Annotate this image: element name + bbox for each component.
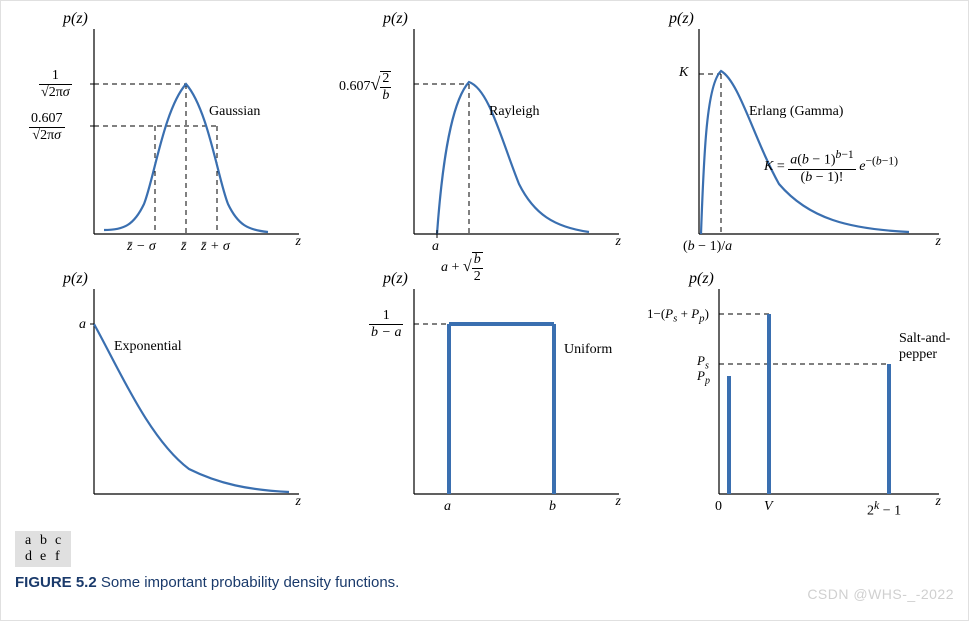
y-axis-label: p(z) — [383, 270, 408, 288]
gaussian-xtick2: z̄ — [181, 239, 186, 255]
exponential-ytick: a — [79, 317, 86, 333]
uniform-ytick: 1b − a — [369, 309, 403, 340]
uniform-xtick-b: b — [549, 499, 556, 515]
erlang-formula: K = a(b − 1)b−1(b − 1)! e−(b−1) — [764, 149, 898, 185]
gaussian-ytick2: 0.607√2πσ — [29, 112, 65, 143]
gaussian-xtick1: z̄ − σ — [127, 239, 156, 255]
y-axis-label: p(z) — [689, 270, 714, 288]
sp-ytick3: Pp — [697, 368, 710, 387]
rayleigh-xtick-a: a — [432, 239, 439, 255]
chart-grid: p(z) z 1√2πσ 0.607√2πσ z̄ − σ z̄ z̄ + σ … — [1, 1, 968, 529]
panel-label: d — [21, 549, 36, 565]
erlang-svg — [649, 9, 969, 269]
x-axis-label: z — [936, 234, 941, 250]
x-axis-label: z — [616, 234, 621, 250]
panel-erlang: p(z) z K (b − 1)/a Erlang (Gamma) K = a(… — [649, 9, 969, 269]
erlang-ytick: K — [679, 65, 688, 81]
panel-label: f — [51, 549, 65, 565]
gaussian-xtick3: z̄ + σ — [201, 239, 230, 255]
erlang-xtick: (b − 1)/a — [683, 239, 732, 255]
panel-salt-pepper: p(z) z 1−(Ps + Pp) Ps Pp 0 V 2k − 1 Salt… — [649, 269, 969, 529]
sp-title: Salt-and-pepper — [899, 331, 950, 363]
watermark: CSDN @WHS-_-2022 — [807, 586, 954, 602]
sp-ytick1: 1−(Ps + Pp) — [647, 306, 709, 325]
figure-footer: abc def FIGURE 5.2 Some important probab… — [1, 529, 968, 593]
x-axis-label: z — [616, 494, 621, 510]
x-axis-label: z — [936, 494, 941, 510]
erlang-title: Erlang (Gamma) — [749, 104, 843, 120]
gaussian-ytick1: 1√2πσ — [39, 69, 72, 100]
panel-exponential: p(z) z a Exponential — [9, 269, 329, 529]
panel-label: a — [21, 533, 36, 549]
exponential-svg — [9, 269, 329, 529]
y-axis-label: p(z) — [63, 270, 88, 288]
rayleigh-ytick: 0.607√2b — [339, 71, 391, 103]
sp-xtick-0: 0 — [715, 499, 722, 515]
panel-label: b — [36, 533, 51, 549]
exponential-title: Exponential — [114, 339, 182, 355]
x-axis-label: z — [296, 234, 301, 250]
panel-label: e — [36, 549, 51, 565]
panel-label-table: abc def — [15, 531, 71, 567]
y-axis-label: p(z) — [669, 10, 694, 28]
y-axis-label: p(z) — [63, 10, 88, 28]
uniform-svg — [329, 269, 649, 529]
rayleigh-title: Rayleigh — [489, 104, 540, 120]
sp-xtick-v: V — [764, 499, 773, 515]
panel-gaussian: p(z) z 1√2πσ 0.607√2πσ z̄ − σ z̄ z̄ + σ … — [9, 9, 329, 269]
rayleigh-svg — [329, 9, 649, 269]
figure-number: FIGURE 5.2 — [15, 574, 97, 591]
uniform-xtick-a: a — [444, 499, 451, 515]
figure-caption-text: Some important probability density funct… — [101, 574, 399, 591]
x-axis-label: z — [296, 494, 301, 510]
panel-uniform: p(z) z 1b − a a b Uniform — [329, 269, 649, 529]
uniform-title: Uniform — [564, 342, 612, 358]
panel-rayleigh: p(z) z 0.607√2b a a + √b2 Rayleigh — [329, 9, 649, 269]
gaussian-title: Gaussian — [209, 104, 260, 120]
y-axis-label: p(z) — [383, 10, 408, 28]
panel-label: c — [51, 533, 65, 549]
sp-xtick-max: 2k − 1 — [867, 499, 901, 520]
